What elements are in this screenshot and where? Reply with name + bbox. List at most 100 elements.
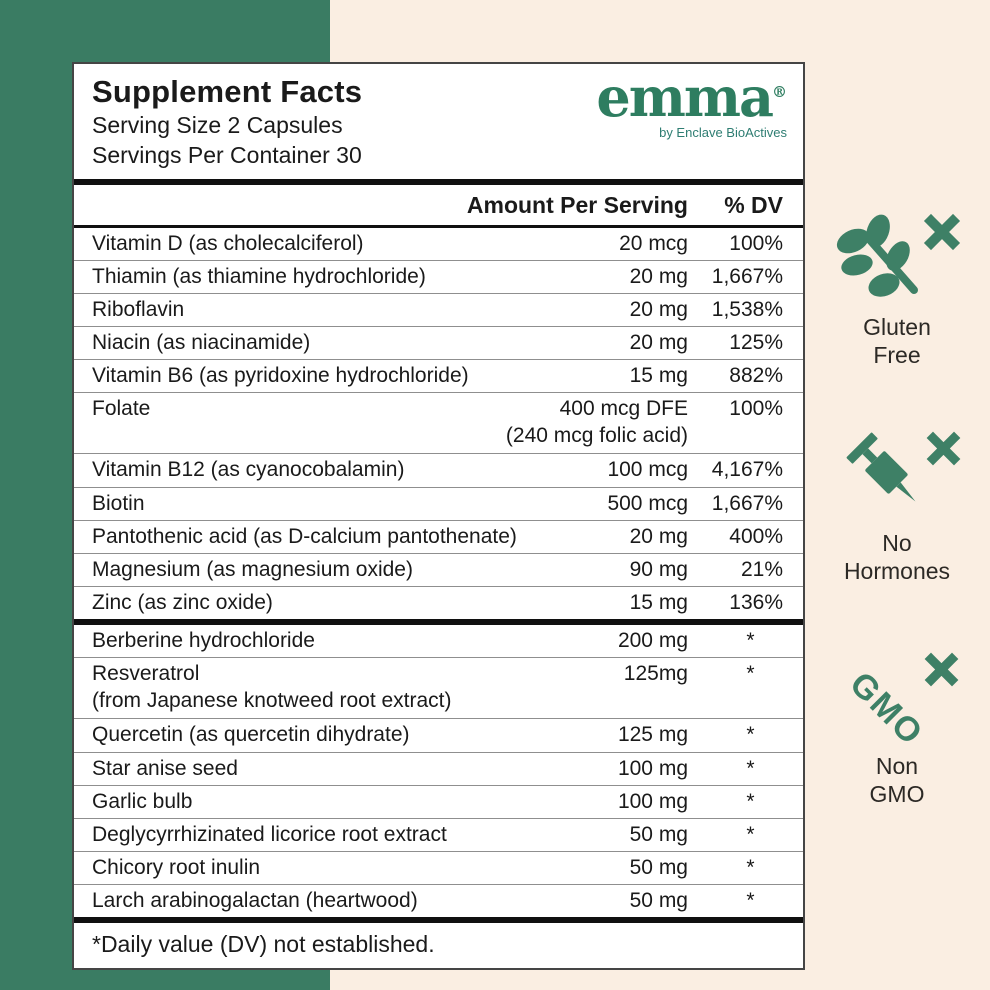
nutrient-amount: 125mg bbox=[623, 662, 688, 686]
nutrient-name: Larch arabinogalactan (heartwood) bbox=[92, 889, 418, 913]
nutrient-name: Zinc (as zinc oxide) bbox=[92, 590, 273, 614]
wheat-sprig-x-icon bbox=[836, 213, 961, 297]
nutrient-amount: 15 mg bbox=[629, 590, 688, 614]
logo-wordmark: emma bbox=[596, 65, 774, 129]
table-row: Biotin 500 mcg 1,667% bbox=[74, 486, 803, 520]
table-row: Chicory root inulin 50 mg * bbox=[74, 850, 803, 884]
nutrient-amount: 50 mg bbox=[629, 822, 688, 846]
badge-label: No Hormones bbox=[812, 529, 982, 585]
nutrient-name: Niacin (as niacinamide) bbox=[92, 330, 311, 354]
table-row: Zinc (as zinc oxide) 15 mg 136% bbox=[74, 585, 803, 619]
table-row: Berberine hydrochloride 200 mg * bbox=[74, 625, 803, 657]
nutrient-name: Vitamin B6 (as pyridoxine hydrochloride) bbox=[92, 364, 469, 388]
table-row: Niacin (as niacinamide) 20 mg 125% bbox=[74, 325, 803, 359]
nutrient-dv: 21% bbox=[740, 557, 783, 581]
nutrient-dv: * bbox=[746, 723, 755, 747]
nutrient-amount: 50 mg bbox=[629, 855, 688, 879]
table-row: Deglycyrrhizinated licorice root extract… bbox=[74, 817, 803, 851]
badge-label-line2: Hormones bbox=[843, 558, 951, 585]
syringe-x-icon bbox=[846, 431, 961, 502]
nutrient-amount: 20 mcg bbox=[619, 231, 688, 255]
table-row: Larch arabinogalactan (heartwood) 50 mg … bbox=[74, 884, 803, 917]
emma-logo: emma® bbox=[596, 70, 787, 124]
col-header-amount: Amount Per Serving bbox=[466, 191, 688, 218]
nutrient-amount: 90 mg bbox=[629, 557, 688, 581]
nutrient-name: Chicory root inulin bbox=[92, 855, 261, 879]
serving-size-text: Serving Size 2 Capsules bbox=[92, 111, 343, 138]
table-row: Star anise seed 100 mg * bbox=[74, 751, 803, 785]
nutrient-name: Resveratrol bbox=[92, 662, 200, 686]
nutrient-name: Vitamin D (as cholecalciferol) bbox=[92, 231, 364, 255]
nutrient-amount: 20 mg bbox=[629, 297, 688, 321]
nutrient-amount: 20 mg bbox=[629, 330, 688, 354]
badge-gluten-free: Gluten Free bbox=[812, 212, 982, 369]
brand-logo-block: emma® by Enclave BioActives bbox=[596, 70, 787, 140]
table-row: Thiamin (as thiamine hydrochloride) 20 m… bbox=[74, 259, 803, 293]
nutrient-dv: 4,167% bbox=[711, 458, 783, 482]
nutrient-name: Pantothenic acid (as D-calcium pantothen… bbox=[92, 524, 517, 548]
brand-tagline: by Enclave BioActives bbox=[659, 125, 787, 140]
table-row: Riboflavin 20 mg 1,538% bbox=[74, 292, 803, 326]
badge-label-line2: GMO bbox=[869, 781, 925, 808]
nutrient-dv: * bbox=[746, 756, 755, 780]
badge-label-line1: Gluten bbox=[863, 314, 931, 340]
table-row: Pantothenic acid (as D-calcium pantothen… bbox=[74, 519, 803, 553]
nutrient-dv: * bbox=[746, 789, 755, 813]
table-column-headers: Amount Per Serving % DV bbox=[74, 185, 803, 228]
table-row: Vitamin B6 (as pyridoxine hydrochloride)… bbox=[74, 359, 803, 392]
nutrient-amount: 20 mg bbox=[629, 264, 688, 288]
nutrient-name: Riboflavin bbox=[92, 297, 185, 321]
badge-non-gmo: GMO Non GMO bbox=[812, 646, 982, 808]
table-row: Garlic bulb 100 mg * bbox=[74, 784, 803, 818]
nutrient-dv: 1,667% bbox=[711, 491, 783, 515]
nutrient-amount: 200 mg bbox=[617, 629, 688, 653]
col-header-dv: % DV bbox=[724, 191, 783, 218]
nutrient-name: Quercetin (as quercetin dihydrate) bbox=[92, 723, 410, 747]
table-row-resveratrol: Resveratrol 125mg * (from Japanese knotw… bbox=[74, 657, 803, 718]
nutrient-amount: 100 mcg bbox=[607, 458, 688, 482]
nutrient-amount: 100 mg bbox=[617, 789, 688, 813]
table-row-folate: Folate 400 mcg DFE 100% (240 mcg folic a… bbox=[74, 392, 803, 453]
nutrient-dv: 100% bbox=[729, 231, 783, 255]
nutrient-dv: 1,538% bbox=[711, 297, 783, 321]
nutrient-dv: * bbox=[746, 889, 755, 913]
nutrient-name: Thiamin (as thiamine hydrochloride) bbox=[92, 264, 426, 288]
badge-label: Gluten Free bbox=[812, 313, 982, 369]
nutrient-amount: 50 mg bbox=[629, 889, 688, 913]
nutrient-amount: 125 mg bbox=[617, 723, 688, 747]
nutrient-amount: 400 mcg DFE bbox=[559, 397, 688, 421]
nutrient-subtext: (240 mcg folic acid) bbox=[505, 424, 688, 448]
badge-label: Non GMO bbox=[812, 752, 982, 808]
nutrient-name: Folate bbox=[92, 397, 151, 421]
nutrient-name: Biotin bbox=[92, 491, 145, 515]
nutrient-amount: 15 mg bbox=[629, 364, 688, 388]
nutrient-name: Vitamin B12 (as cyanocobalamin) bbox=[92, 458, 405, 482]
nutrient-name: Berberine hydrochloride bbox=[92, 629, 315, 653]
nutrient-dv: 400% bbox=[729, 524, 783, 548]
badge-label-line1: Non bbox=[875, 753, 919, 779]
table-row: Vitamin B12 (as cyanocobalamin) 100 mcg … bbox=[74, 453, 803, 486]
nutrient-name: Star anise seed bbox=[92, 756, 238, 780]
registered-trademark-symbol: ® bbox=[772, 83, 787, 101]
badge-label-line1: No bbox=[882, 530, 912, 556]
servings-per-container-text: Servings Per Container 30 bbox=[92, 141, 362, 168]
nutrient-dv: 1,667% bbox=[711, 264, 783, 288]
gmo-x-icon: GMO bbox=[842, 652, 959, 746]
nutrient-amount: 20 mg bbox=[629, 524, 688, 548]
nutrient-name: Deglycyrrhizinated licorice root extract bbox=[92, 822, 447, 846]
section-rule-middle bbox=[74, 619, 803, 626]
nutrient-dv: 100% bbox=[729, 397, 783, 421]
nutrient-name: Magnesium (as magnesium oxide) bbox=[92, 557, 413, 581]
nutrient-dv: * bbox=[746, 629, 755, 653]
supplement-facts-panel: Supplement Facts Serving Size 2 Capsules… bbox=[72, 62, 805, 971]
daily-value-footnote: *Daily value (DV) not established. bbox=[74, 917, 803, 968]
section-rule-top bbox=[74, 178, 803, 185]
nutrient-amount: 100 mg bbox=[617, 756, 688, 780]
table-row: Quercetin (as quercetin dihydrate) 125 m… bbox=[74, 718, 803, 751]
badge-label-line2: Free bbox=[873, 342, 921, 369]
table-row: Vitamin D (as cholecalciferol) 20 mcg 10… bbox=[74, 228, 803, 260]
nutrient-dv: 125% bbox=[729, 330, 783, 354]
nutrient-dv: * bbox=[746, 822, 755, 846]
nutrient-amount: 500 mcg bbox=[607, 491, 688, 515]
nutrient-dv: 882% bbox=[729, 364, 783, 388]
